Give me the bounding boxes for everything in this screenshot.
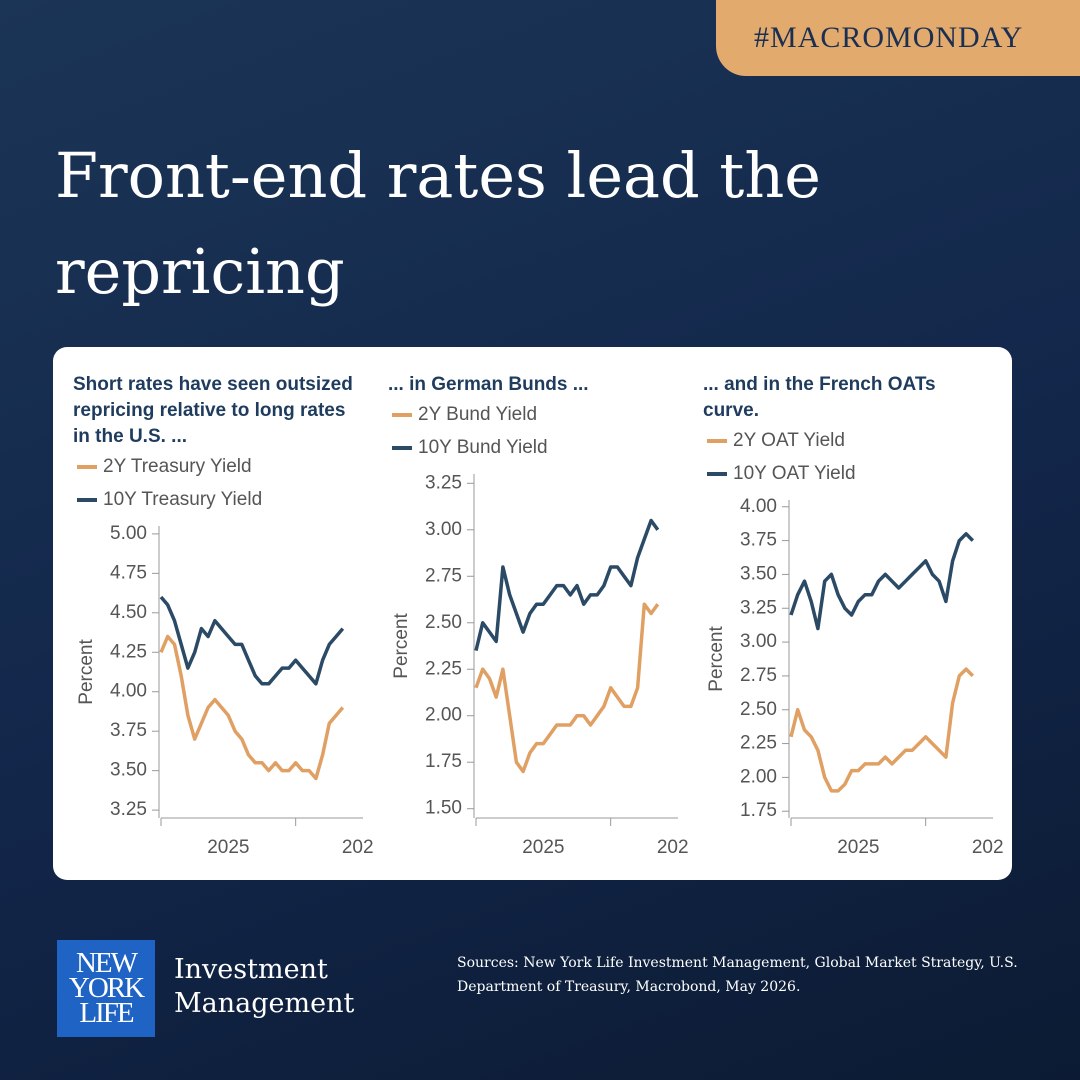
y-tick-label: 3.00: [740, 631, 777, 652]
legend-swatch: [392, 412, 412, 417]
hashtag: #MACROMONDAY: [716, 0, 1080, 76]
y-tick-label: 2.75: [740, 665, 777, 686]
legend-swatch: [392, 445, 412, 450]
y-tick-label: 4.25: [110, 641, 147, 662]
y-tick-label: 4.00: [740, 496, 777, 517]
y-tick-label: 3.50: [740, 563, 777, 584]
plot: Percent 1.50 1.75 2.00 2.25 2.50 2.75 3.00 3.25 2…: [391, 472, 688, 858]
y-tick-label: 1.75: [425, 751, 462, 772]
y-tick-label: 4.50: [110, 602, 147, 623]
y-tick-label: 2.00: [740, 766, 777, 787]
chart-title: ... in German Bunds ...: [388, 374, 589, 395]
legend-label: 10Y Treasury Yield: [103, 488, 263, 510]
y-tick-label: 2.25: [425, 658, 462, 679]
sources: Sources: New York Life Investment Manage…: [457, 955, 1018, 995]
legend-item: 10Y OAT Yield: [707, 457, 1003, 490]
legend-swatch: [77, 497, 97, 502]
y-tick-label: 3.00: [425, 519, 462, 540]
y-axis-label: Percent: [391, 613, 412, 679]
legend-item: 10Y Bund Yield: [392, 431, 688, 464]
legend-item: 2Y Bund Yield: [392, 398, 688, 431]
legend-item: 2Y Treasury Yield: [77, 450, 373, 483]
plot: Percent 1.75 2.00 2.25 2.50 2.75 3.00 3.25 3.50 3…: [706, 496, 1003, 858]
legend-swatch: [77, 464, 97, 469]
x-tick-label: 2026: [342, 837, 373, 858]
y-tick-label: 3.25: [425, 472, 462, 493]
legend-label: 10Y Bund Yield: [418, 436, 548, 458]
y-tick-label: 5.00: [110, 523, 147, 544]
legend-label: 2Y Treasury Yield: [103, 455, 252, 477]
x-tick-label: 2026: [657, 837, 688, 858]
brand-line: Investment: [174, 954, 328, 985]
logo-line: YORK: [68, 972, 145, 1004]
y-tick-label: 3.75: [740, 530, 777, 551]
chart-panel: ... in German Bunds ... 2Y Bund Yield 10Y …: [388, 372, 688, 866]
y-axis-label: Percent: [706, 626, 727, 692]
y-tick-label: 3.25: [110, 799, 147, 820]
series-line: [789, 667, 975, 793]
y-axis-label: Percent: [76, 639, 97, 705]
legend-label: 10Y OAT Yield: [733, 462, 856, 484]
logo-line: LIFE: [79, 997, 134, 1029]
chart-title: Short rates have seen outsized repricing…: [73, 374, 353, 447]
legend-swatch: [707, 471, 727, 476]
chart-card: Short rates have seen outsized repricing…: [53, 347, 1012, 880]
y-tick-label: 2.00: [425, 705, 462, 726]
legend-label: 2Y OAT Yield: [733, 429, 845, 451]
logo-line: NEW: [75, 947, 138, 979]
series-line: [474, 518, 660, 652]
y-tick-label: 4.00: [110, 681, 147, 702]
brand: Investment Management: [174, 953, 354, 1021]
legend-item: 10Y Treasury Yield: [77, 483, 373, 516]
y-tick-label: 3.50: [110, 760, 147, 781]
y-tick-label: 2.50: [425, 612, 462, 633]
y-tick-label: 3.75: [110, 720, 147, 741]
y-tick-label: 3.25: [740, 597, 777, 618]
y-tick-label: 1.75: [740, 800, 777, 821]
chart-title: ... and in the French OATs curve.: [703, 374, 936, 421]
chart-panel: ... and in the French OATs curve. 2Y OAT …: [703, 372, 1003, 866]
x-tick-label: 2025: [837, 837, 879, 858]
chart-panel: Short rates have seen outsized repricing…: [73, 372, 373, 866]
legend-swatch: [707, 438, 727, 443]
y-tick-label: 4.75: [110, 562, 147, 583]
y-tick-label: 2.75: [425, 565, 462, 586]
legend-item: 2Y OAT Yield: [707, 424, 1003, 457]
x-tick-label: 2025: [207, 837, 249, 858]
x-tick-label: 2026: [972, 837, 1003, 858]
logo: NEW YORK LIFE: [57, 940, 155, 1037]
series-line: [474, 602, 660, 774]
y-tick-label: 2.25: [740, 733, 777, 754]
legend-label: 2Y Bund Yield: [418, 403, 538, 425]
y-tick-label: 1.50: [425, 798, 462, 819]
headline: Front-end rates lead the repricing: [55, 139, 821, 308]
series-line: [159, 595, 345, 686]
series-line: [159, 634, 345, 781]
x-tick-label: 2025: [522, 837, 564, 858]
plot: Percent 3.25 3.50 3.75 4.00 4.25 4.50 4.75 5.00 2…: [76, 523, 373, 858]
y-tick-label: 2.50: [740, 699, 777, 720]
brand-line: Management: [174, 988, 355, 1019]
series-line: [789, 532, 975, 631]
